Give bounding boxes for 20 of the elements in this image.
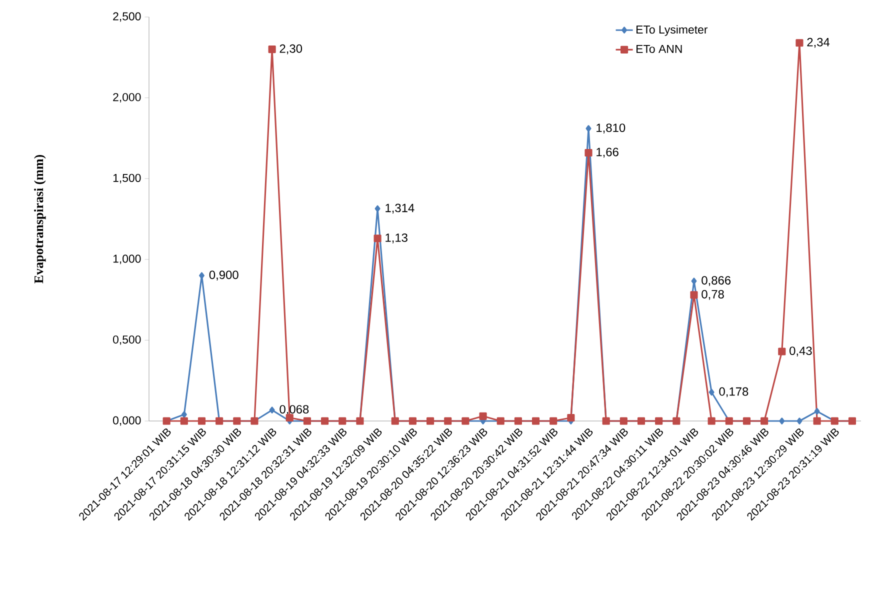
data-label: 1,314 — [386, 204, 414, 214]
data-label: 1,66 — [596, 148, 618, 158]
data-label: 0,43 — [790, 346, 812, 356]
data-label: 1,13 — [386, 233, 408, 244]
legend-label: ETo ANN — [636, 44, 682, 53]
data-label: 1,810 — [596, 124, 626, 134]
legend-label: ETo Lysimeter — [636, 25, 708, 36]
data-label: 0,78 — [702, 290, 724, 300]
y-tick-label: 1,000 — [113, 254, 141, 264]
y-tick-label: 0,500 — [113, 335, 141, 345]
data-label: 0,900 — [209, 270, 238, 280]
y-tick-label: 0,000 — [113, 416, 141, 426]
data-label: 2,34 — [807, 38, 830, 48]
data-label: 0,866 — [702, 276, 731, 286]
y-axis-title: Evapotranspirasi (mm) — [34, 154, 46, 284]
y-tick-label: 2,500 — [113, 12, 141, 22]
y-tick-label: 2,000 — [113, 93, 141, 103]
data-label: 2,30 — [280, 44, 302, 54]
data-label: 0,178 — [719, 387, 748, 398]
y-tick-label: 1,500 — [113, 174, 141, 184]
